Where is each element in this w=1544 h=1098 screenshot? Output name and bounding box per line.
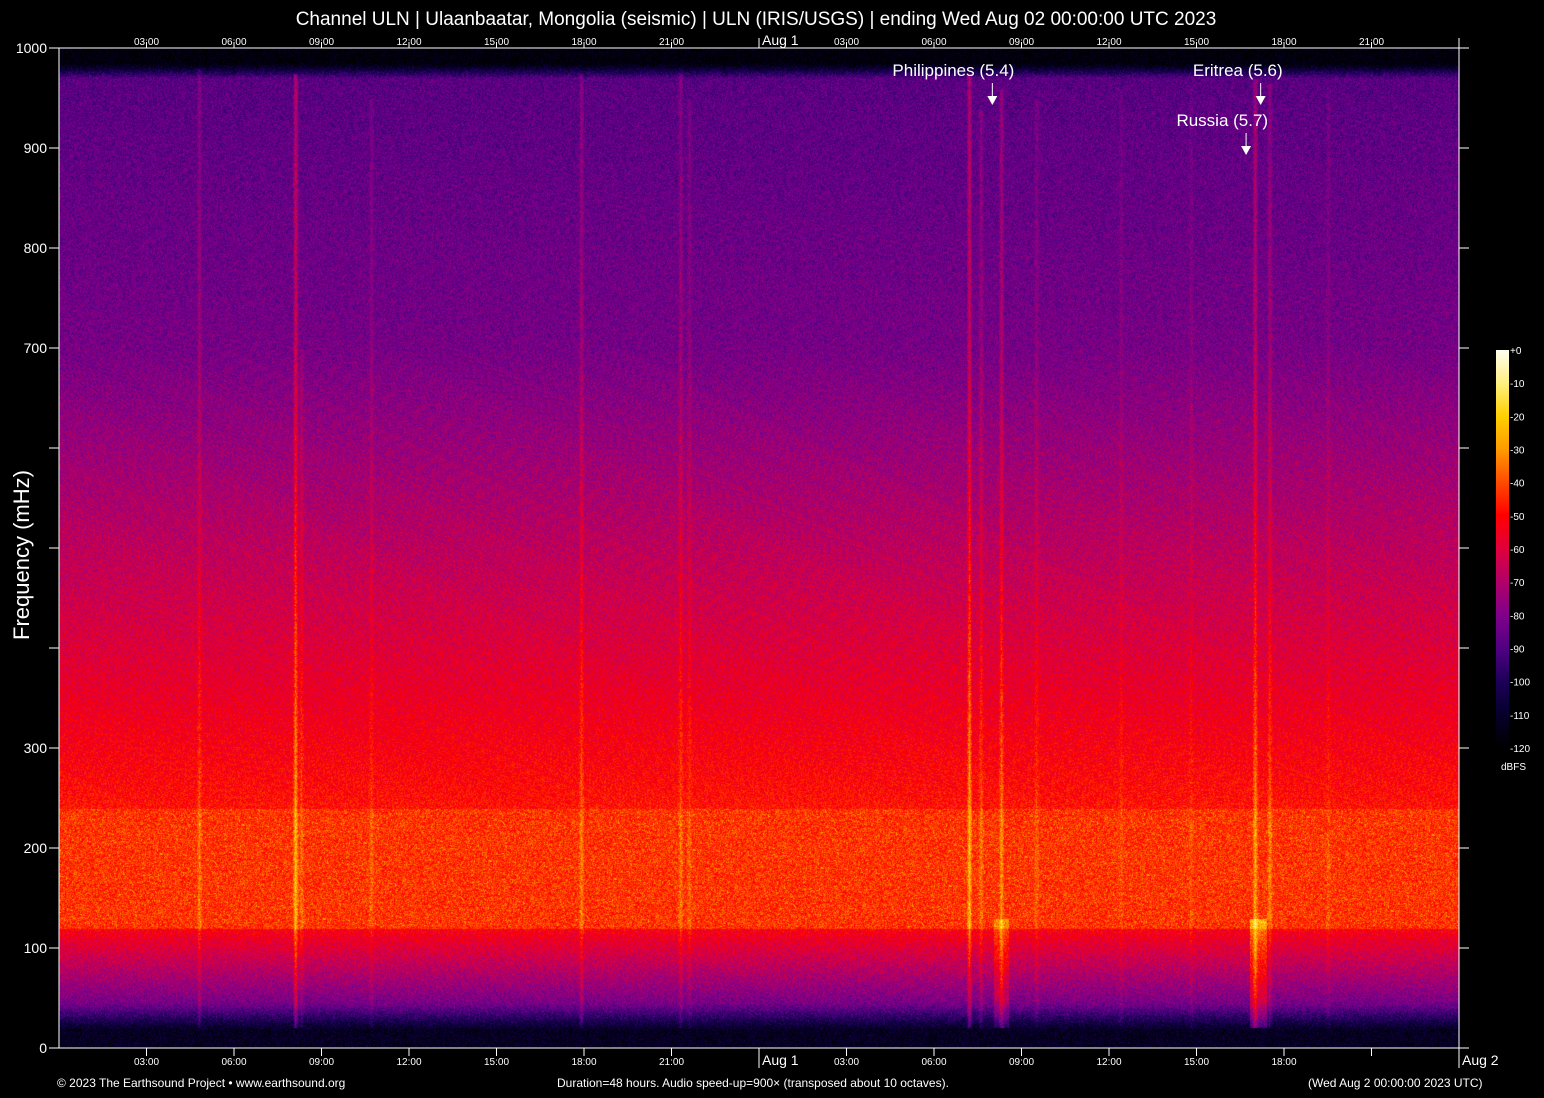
copyright: © 2023 The Earthsound Project • www.eart… — [57, 1076, 346, 1090]
x-tick-label: Aug 2 — [1462, 1052, 1499, 1068]
y-tick-label: 300 — [24, 740, 48, 756]
x-tick-label-top: 18:00 — [1271, 37, 1296, 48]
event-annotation: Eritrea (5.6) — [1192, 61, 1283, 80]
x-tick-label-top: 21:00 — [1359, 37, 1384, 48]
x-tick-label-top: 15:00 — [1184, 37, 1209, 48]
x-tick-label-top: 06:00 — [921, 37, 946, 48]
x-tick-label: 12:00 — [1096, 1057, 1121, 1068]
event-annotation: Russia (5.7) — [1176, 111, 1269, 130]
annotation-arrow-icon — [987, 96, 998, 105]
event-annotation: Philippines (5.4) — [892, 61, 1015, 80]
x-tick-label-top: 09:00 — [309, 37, 334, 48]
chart-title: Channel ULN | Ulaanbaatar, Mongolia (sei… — [295, 9, 1217, 30]
x-tick-label: Aug 1 — [762, 1052, 799, 1068]
colorbar-tick-label: -120 — [1510, 744, 1530, 755]
colorbar-tick-label: +0 — [1510, 346, 1522, 357]
colorbar-tick-label: -60 — [1510, 545, 1525, 556]
colorbar-tick-label: -110 — [1510, 711, 1530, 722]
spectrogram-heatmap — [59, 48, 1459, 1048]
x-tick-label-top: 09:00 — [1009, 37, 1034, 48]
colorbar-tick-label: -10 — [1510, 379, 1525, 390]
x-tick-label: 09:00 — [309, 1057, 334, 1068]
x-tick-label-top: 12:00 — [1096, 37, 1121, 48]
annotation-arrow-icon — [1241, 146, 1252, 155]
x-tick-label-top: 03:00 — [134, 37, 159, 48]
y-tick-label: 200 — [24, 840, 48, 856]
x-tick-label-top: Aug 1 — [762, 32, 799, 48]
x-tick-label: 06:00 — [221, 1057, 246, 1068]
x-tick-label: 21:00 — [659, 1057, 684, 1068]
colorbar-tick-label: -70 — [1510, 578, 1525, 589]
colorbar-tick-label: -20 — [1510, 412, 1525, 423]
y-tick-label: 0 — [39, 1040, 47, 1056]
x-tick-label: 03:00 — [834, 1057, 859, 1068]
spectrogram-plot — [59, 48, 1459, 1048]
colorbar-tick-label: -80 — [1510, 611, 1525, 622]
x-tick-label: 15:00 — [484, 1057, 509, 1068]
x-tick-label-top: 18:00 — [571, 37, 596, 48]
x-tick-label-top: 21:00 — [659, 37, 684, 48]
x-tick-label: 15:00 — [1184, 1057, 1209, 1068]
x-tick-label-top: 15:00 — [484, 37, 509, 48]
y-tick-label: 700 — [24, 340, 48, 356]
y-tick-label: 800 — [24, 240, 48, 256]
colorbar-tick-label: -100 — [1510, 678, 1530, 689]
colorbar-tick-label: -50 — [1510, 512, 1525, 523]
colorbar-tick-label: -30 — [1510, 446, 1525, 457]
x-tick-label: 18:00 — [571, 1057, 596, 1068]
colorbar-tick-label: -40 — [1510, 479, 1525, 490]
y-tick-label: 100 — [24, 940, 48, 956]
x-tick-label: 09:00 — [1009, 1057, 1034, 1068]
y-tick-label: 900 — [24, 140, 48, 156]
colorbar — [1496, 350, 1509, 748]
colorbar-tick-label: -90 — [1510, 645, 1525, 656]
x-tick-label: 06:00 — [921, 1057, 946, 1068]
colorbar-unit: dBFS — [1501, 762, 1527, 773]
annotation-arrow-icon — [1255, 96, 1266, 105]
end-time: (Wed Aug 2 00:00:00 2023 UTC) — [1308, 1076, 1483, 1090]
x-tick-label-top: 03:00 — [834, 37, 859, 48]
x-tick-label: 12:00 — [396, 1057, 421, 1068]
x-tick-label: 18:00 — [1271, 1057, 1296, 1068]
y-tick-label: 1000 — [16, 40, 47, 56]
x-tick-label-top: 12:00 — [396, 37, 421, 48]
x-tick-label-top: 06:00 — [221, 37, 246, 48]
duration-info: Duration=48 hours. Audio speed-up=900× (… — [557, 1076, 949, 1090]
x-tick-label: 03:00 — [134, 1057, 159, 1068]
